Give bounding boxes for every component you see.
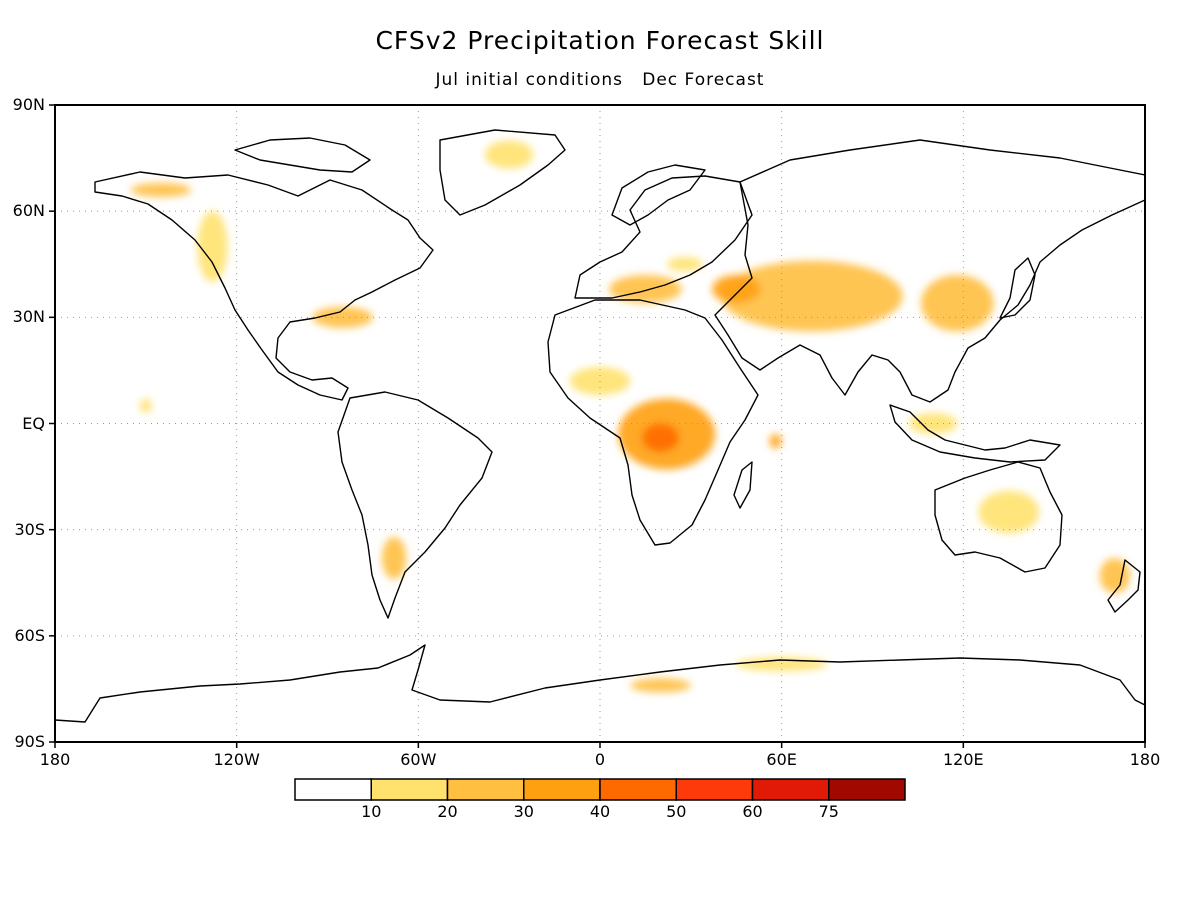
colorbar-swatch [370, 778, 449, 801]
coastline-japan [999, 257, 1036, 319]
colorbar-label: 75 [818, 802, 839, 821]
x-tick-label: 180 [39, 750, 71, 769]
colorbar-swatch [294, 778, 372, 801]
coastline-asia [714, 139, 1145, 403]
skill-region [484, 140, 534, 169]
x-tick-label: 120E [943, 750, 984, 769]
coastline-europe [574, 175, 753, 299]
skill-region [382, 536, 407, 580]
coastline-scandinavia [611, 164, 706, 226]
skill-region [630, 678, 691, 693]
skill-region [712, 274, 761, 304]
colorbar-label: 40 [589, 802, 611, 821]
x-tick-label: 0 [594, 750, 606, 769]
skill-shading [130, 140, 1130, 693]
coastline-madagascar [733, 461, 753, 509]
colorbar-label: 10 [361, 802, 382, 821]
skill-region [666, 257, 703, 272]
skill-region [197, 211, 228, 282]
colorbar [294, 778, 906, 801]
chart-title: CFSv2 Precipitation Forecast Skill [375, 26, 825, 55]
skill-region [642, 423, 679, 452]
y-tick-label: 60S [14, 625, 45, 645]
x-tick-label: 180 [1129, 750, 1161, 769]
axis-ticks [49, 104, 1146, 748]
y-tick-label: 90N [12, 95, 45, 114]
skill-region [1099, 557, 1130, 594]
chart-subtitle: Jul initial conditions Dec Forecast [435, 70, 765, 90]
skill-region [908, 412, 958, 435]
colorbar-label: 20 [437, 802, 458, 821]
colorbar-swatch [751, 778, 830, 801]
coastline-greenland [439, 129, 566, 216]
colorbar-label: 30 [513, 802, 534, 821]
skill-region [130, 182, 192, 198]
coastline-indonesia [889, 404, 1061, 463]
colorbar-swatch [675, 778, 754, 801]
y-tick-label: 90S [14, 732, 45, 751]
colorbar-swatch [446, 778, 525, 801]
skill-region [139, 398, 152, 413]
x-tick-label: 60W [400, 750, 437, 769]
coastline-south-america [337, 391, 493, 619]
colorbar-label: 50 [666, 802, 687, 821]
skill-region [920, 274, 994, 332]
coastline-australia [934, 461, 1063, 573]
colorbar-swatch [523, 778, 601, 801]
skill-region [312, 306, 373, 328]
y-tick-label: 30S [14, 519, 45, 539]
skill-region [978, 490, 1040, 534]
coastline-arctic-islands [234, 137, 371, 173]
coastline-antarctica [55, 644, 1145, 723]
y-tick-label: 60N [12, 201, 45, 221]
x-tick-label: 120W [213, 750, 260, 769]
coastlines [55, 129, 1145, 723]
coastline-north-america [94, 171, 434, 401]
y-tick-label: EQ [22, 413, 45, 433]
grid-lines [55, 105, 1145, 742]
colorbar-swatch [599, 778, 677, 801]
skill-region [609, 274, 682, 304]
colorbar-label: 60 [742, 802, 763, 821]
coastline-new-zealand [1107, 559, 1141, 613]
coastline-africa [547, 299, 759, 546]
colorbar-swatch [828, 778, 906, 801]
skill-region [721, 260, 903, 332]
x-tick-label: 60E [766, 750, 797, 769]
skill-region [769, 434, 782, 449]
y-tick-label: 30N [12, 307, 45, 327]
